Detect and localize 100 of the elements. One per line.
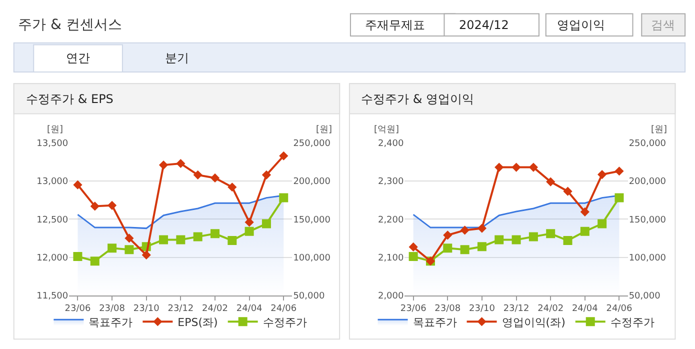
- point: [408, 242, 418, 252]
- point: [477, 224, 487, 233]
- point: [73, 180, 82, 190]
- x-tick-label: 23/08: [99, 304, 126, 314]
- text: 주가 & 컨센서스: [18, 17, 122, 33]
- point: [159, 235, 168, 244]
- y2-tick-label: 150,000: [628, 215, 666, 226]
- x-tick-label: 24/06: [270, 304, 297, 314]
- y-tick-label: 2,400: [378, 139, 404, 150]
- point: [563, 186, 572, 196]
- y2-tick-label: 250,000: [293, 139, 331, 150]
- text: 영업이익: [557, 18, 605, 32]
- point: [124, 245, 134, 254]
- legend-label: 목표주가: [88, 316, 133, 329]
- point: [528, 232, 538, 242]
- y2-axis-title: [원]: [651, 125, 668, 135]
- y2-axis-title: [원]: [316, 125, 332, 135]
- point: [443, 230, 452, 240]
- text: 검색: [651, 18, 675, 32]
- point: [90, 202, 100, 211]
- y-tick-label: 13,500: [36, 139, 68, 150]
- point: [512, 162, 521, 172]
- y-axis-title: [억원]: [374, 125, 400, 135]
- text: 2024/12: [459, 18, 509, 32]
- point: [477, 242, 486, 252]
- y-tick-label: 11,500: [36, 292, 68, 302]
- x-tick-label: 23/10: [468, 304, 496, 314]
- point: [142, 250, 151, 260]
- y-tick-label: 12,000: [36, 253, 68, 264]
- point: [546, 229, 556, 238]
- point: [279, 151, 288, 160]
- point: [528, 162, 538, 172]
- x-tick-label: 23/12: [168, 304, 194, 314]
- y2-tick-label: 100,000: [628, 253, 666, 264]
- x-tick-label: 24/02: [538, 304, 564, 314]
- chart-title: 수정주가 & 영업이익: [361, 92, 474, 106]
- point: [460, 245, 470, 254]
- point: [73, 252, 82, 262]
- point: [210, 229, 220, 238]
- point: [408, 252, 418, 262]
- point: [614, 193, 624, 202]
- point: [193, 170, 202, 180]
- point: [107, 200, 117, 210]
- x-tick-label: 23/06: [400, 304, 427, 314]
- point: [598, 219, 607, 228]
- point: [90, 256, 100, 266]
- x-tick-label: 23/12: [503, 304, 530, 314]
- point: [460, 226, 470, 235]
- y-axis-title: [원]: [47, 125, 64, 135]
- point: [494, 162, 504, 172]
- point: [580, 207, 590, 216]
- point: [176, 235, 186, 244]
- x-tick-label: 23/08: [434, 304, 461, 314]
- y2-tick-label: 200,000: [628, 177, 666, 188]
- y-tick-label: 2,100: [378, 253, 404, 264]
- point: [244, 226, 254, 236]
- point: [563, 236, 572, 246]
- point: [124, 234, 134, 243]
- legend-label: 영업이익(좌): [502, 316, 566, 329]
- point: [228, 236, 237, 246]
- y2-tick-label: 50,000: [628, 292, 661, 302]
- y2-tick-label: 250,000: [628, 139, 666, 150]
- y2-tick-label: 200,000: [293, 177, 331, 188]
- point: [598, 170, 607, 180]
- legend-label: 수정주가: [610, 316, 654, 329]
- point: [262, 219, 271, 228]
- text: 주재무제표: [365, 18, 425, 32]
- y-tick-label: 2,200: [378, 215, 404, 226]
- point: [614, 166, 624, 176]
- point: [176, 158, 186, 168]
- point: [443, 244, 452, 253]
- y2-tick-label: 50,000: [293, 292, 325, 302]
- point: [158, 160, 168, 170]
- point: [494, 235, 504, 244]
- point: [228, 182, 237, 192]
- y2-tick-label: 100,000: [293, 253, 331, 264]
- y-tick-label: 2,300: [378, 177, 404, 188]
- y2-tick-label: 150,000: [293, 215, 331, 226]
- legend-label: EPS(좌): [178, 316, 218, 329]
- text: 연간: [66, 51, 90, 65]
- point: [279, 193, 288, 202]
- point: [108, 244, 117, 253]
- y-tick-label: 13,000: [36, 177, 68, 188]
- point: [193, 232, 202, 242]
- x-tick-label: 24/02: [202, 304, 228, 314]
- text: 분기: [165, 51, 189, 65]
- x-tick-label: 23/06: [64, 304, 91, 314]
- point: [244, 218, 254, 227]
- legend-label: 수정주가: [262, 316, 307, 329]
- y-tick-label: 12,500: [36, 215, 68, 226]
- point: [262, 170, 272, 180]
- point: [546, 177, 556, 186]
- x-tick-label: 24/04: [236, 304, 263, 314]
- x-tick-label: 24/04: [572, 304, 598, 314]
- x-tick-label: 23/10: [133, 304, 160, 314]
- point: [580, 226, 590, 236]
- x-tick-label: 24/06: [606, 304, 632, 314]
- point: [210, 173, 220, 183]
- y-tick-label: 2,000: [378, 292, 404, 302]
- point: [512, 235, 521, 244]
